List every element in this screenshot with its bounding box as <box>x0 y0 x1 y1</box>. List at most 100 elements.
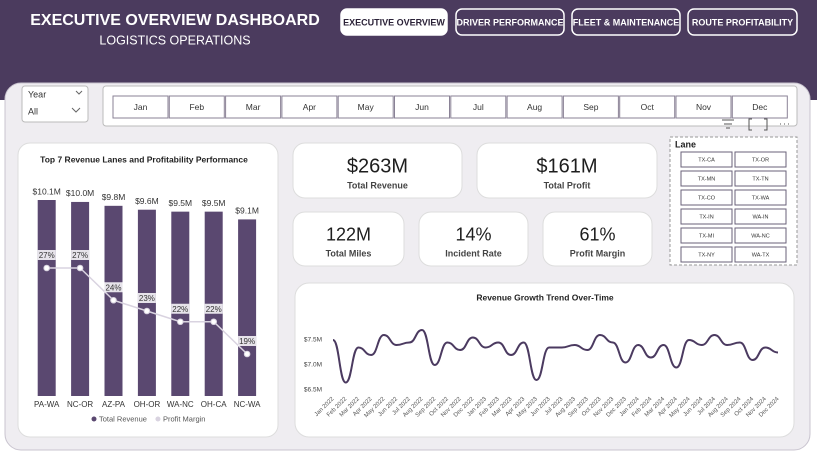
lane-label: Lane <box>675 139 696 149</box>
x-tick-label: WA-NC <box>167 400 194 409</box>
margin-label-bg <box>37 250 56 260</box>
visual-toolbar <box>722 118 789 131</box>
nav-button[interactable] <box>687 8 798 36</box>
month-label: Jul <box>473 102 484 112</box>
kpi-card <box>476 142 658 199</box>
margin-value-label: 22% <box>206 305 222 314</box>
bar-value-label: $10.0M <box>66 188 94 198</box>
lane-label: WA-NC <box>751 233 769 239</box>
margin-label-bg <box>171 303 190 314</box>
x-tick-label: PA-WA <box>34 400 60 409</box>
dropdown-chevrons <box>71 90 83 113</box>
margin-label-bg <box>104 282 123 293</box>
legend-marker <box>155 416 161 422</box>
header-title: EXECUTIVE OVERVIEW DASHBOARD <box>30 12 320 29</box>
margin-label-bg <box>204 303 223 314</box>
margin-value-label: 19% <box>239 337 255 346</box>
kpi-card <box>292 211 405 267</box>
bar-value-label: $9.6M <box>135 196 159 206</box>
margin-point <box>210 318 217 326</box>
lane-button[interactable] <box>680 151 733 168</box>
margin-label-bg <box>137 293 156 303</box>
lane-button[interactable] <box>680 246 733 263</box>
month-button[interactable] <box>562 95 619 119</box>
month-label: Aug <box>527 102 542 112</box>
lane-button[interactable] <box>680 170 733 187</box>
y-tick-label: $6.5M <box>304 387 322 394</box>
bar <box>238 219 257 396</box>
kpi-value: 61% <box>579 225 615 245</box>
margin-value-label: 22% <box>172 305 188 314</box>
year-dropdown[interactable] <box>21 85 89 123</box>
lane-button[interactable] <box>734 170 787 187</box>
month-button[interactable] <box>337 95 394 119</box>
x-tick-label: NC-WA <box>234 400 261 409</box>
month-button[interactable] <box>281 95 338 119</box>
nav-button[interactable] <box>340 8 448 36</box>
lane-button[interactable] <box>680 227 733 244</box>
nav-label: DRIVER PERFORMANCE <box>456 17 563 27</box>
year-value: All <box>28 106 38 116</box>
lane-button[interactable] <box>734 208 787 225</box>
month-label: Dec <box>752 102 768 112</box>
bar-value-label: $9.5M <box>168 198 192 208</box>
legend-label: Total Revenue <box>99 414 147 423</box>
kpi-card <box>292 142 463 199</box>
lane-button[interactable] <box>734 227 787 244</box>
bar-value-label: $9.5M <box>202 198 226 208</box>
margin-value-label: 23% <box>139 294 155 303</box>
month-label: Jan <box>134 102 148 112</box>
margin-point <box>110 296 117 304</box>
month-button[interactable] <box>731 95 788 119</box>
lane-label: WA-IN <box>753 214 769 220</box>
month-label: Mar <box>246 102 261 112</box>
lane-label: TX-MN <box>698 176 715 182</box>
lane-button[interactable] <box>734 246 787 263</box>
margin-point <box>177 318 184 326</box>
month-label: Jun <box>415 102 429 112</box>
month-label: May <box>358 102 375 112</box>
legend-marker <box>91 416 97 422</box>
month-button[interactable] <box>168 95 225 119</box>
kpi-label: Incident Rate <box>445 248 502 258</box>
month-label: Feb <box>189 102 204 112</box>
month-label: Nov <box>696 102 712 112</box>
kpi-label: Total Profit <box>544 180 591 190</box>
margin-point <box>43 264 51 272</box>
month-button[interactable] <box>112 95 169 119</box>
month-button[interactable] <box>506 95 563 119</box>
nav-button[interactable] <box>455 8 565 36</box>
nav-label: EXECUTIVE OVERVIEW <box>343 17 445 27</box>
kpi-value: 14% <box>455 225 491 245</box>
kpi-label: Profit Margin <box>570 248 626 258</box>
lane-button[interactable] <box>734 151 787 168</box>
kpi-value: $161M <box>536 155 597 177</box>
lane-label: TX-OR <box>752 157 769 163</box>
nav-button[interactable] <box>571 8 681 36</box>
month-button[interactable] <box>619 95 676 119</box>
header-subtitle: LOGISTICS OPERATIONS <box>99 33 250 47</box>
x-tick-label: OH-OR <box>134 400 161 409</box>
margin-point <box>143 307 151 315</box>
month-button[interactable] <box>450 95 507 119</box>
lane-label: TX-IN <box>699 214 713 220</box>
lane-label: TX-CO <box>698 195 716 201</box>
chart-title: Revenue Growth Trend Over-Time <box>476 292 614 302</box>
margin-value-label: 27% <box>39 251 55 260</box>
margin-value-label: 24% <box>105 283 121 292</box>
lane-label: TX-MI <box>699 233 714 239</box>
lane-button[interactable] <box>680 189 733 206</box>
nav-label: ROUTE PROFITABILITY <box>692 17 793 27</box>
x-tick-label: OH-CA <box>201 400 227 409</box>
month-label: Apr <box>303 102 316 112</box>
kpi-value: 122M <box>326 225 371 245</box>
lane-button[interactable] <box>680 208 733 225</box>
month-button[interactable] <box>225 95 282 119</box>
lane-button[interactable] <box>734 189 787 206</box>
kpi-label: Total Miles <box>326 248 372 258</box>
margin-point <box>243 350 251 358</box>
month-button[interactable] <box>394 95 450 119</box>
kpi-card <box>542 211 653 267</box>
month-button[interactable] <box>675 95 732 119</box>
